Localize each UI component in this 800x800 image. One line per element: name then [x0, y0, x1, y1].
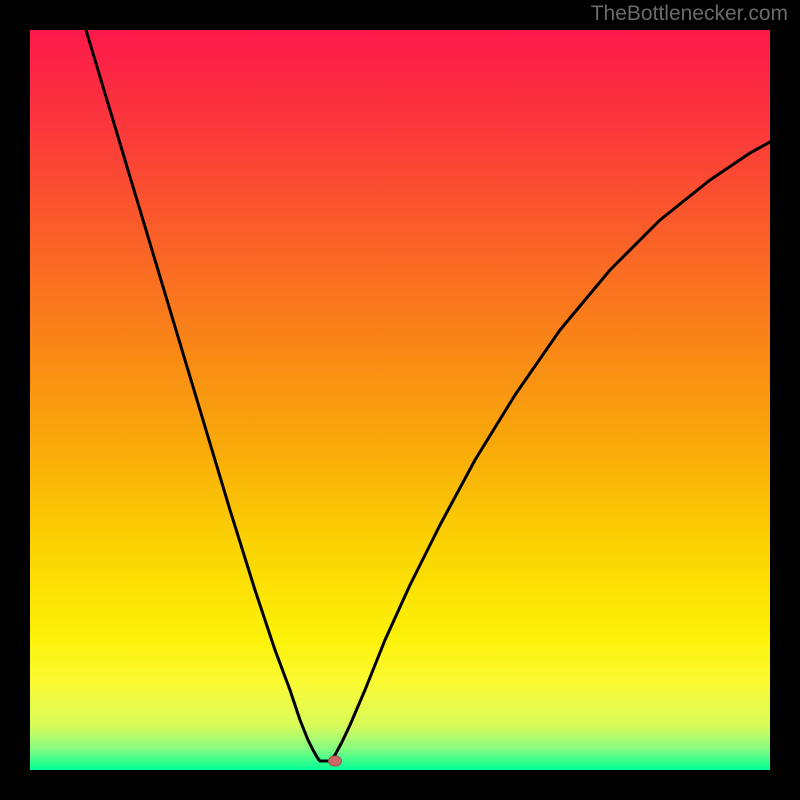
- bottleneck-curve: [30, 30, 770, 770]
- chart-plot-area: [30, 30, 770, 770]
- optimal-point-marker: [328, 756, 342, 767]
- watermark-text: TheBottlenecker.com: [591, 2, 788, 26]
